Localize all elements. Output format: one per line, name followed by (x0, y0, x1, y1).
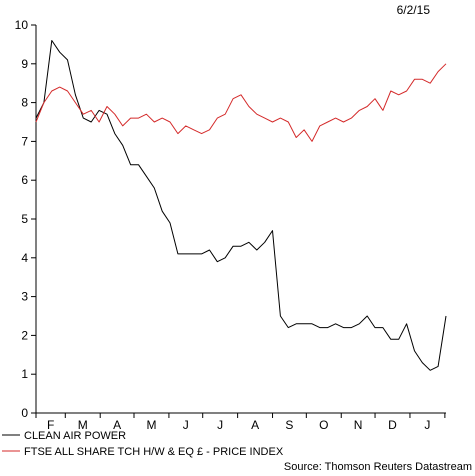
y-tick-label: 2 (21, 328, 28, 342)
x-tick-label: A (251, 418, 259, 432)
y-tick-label: 0 (21, 406, 28, 420)
y-tick-label: 10 (15, 18, 29, 32)
y-tick-label: 6 (21, 173, 28, 187)
x-tick-label: F (47, 418, 54, 432)
x-tick-label: J (424, 418, 430, 432)
legend-label-clean-air-power: CLEAN AIR POWER (24, 430, 126, 442)
x-tick-label: M (78, 418, 88, 432)
y-tick-label: 3 (21, 290, 28, 304)
y-tick-label: 7 (21, 134, 28, 148)
y-tick-label: 5 (21, 212, 28, 226)
chart-source: Source: Thomson Reuters Datastream (284, 461, 472, 473)
y-tick-label: 9 (21, 57, 28, 71)
series-layer (35, 40, 447, 371)
x-tick-label: O (319, 418, 328, 432)
plot-frame (35, 25, 446, 414)
x-tick-label: J (183, 418, 189, 432)
x-tick-label: A (113, 418, 121, 432)
x-tick-label: S (285, 418, 293, 432)
chart-date: 6/2/15 (397, 3, 431, 17)
x-tick-label: D (388, 418, 397, 432)
y-tick-label: 4 (21, 251, 28, 265)
legend: CLEAN AIR POWER FTSE ALL SHARE TCH H/W &… (2, 430, 284, 458)
x-tick-label: J (217, 418, 223, 432)
series-line-clean-air-power (35, 40, 447, 371)
y-tick-label: 1 (21, 367, 28, 381)
legend-label-ftse: FTSE ALL SHARE TCH H/W & EQ £ - PRICE IN… (24, 446, 284, 458)
x-tick-label: M (146, 418, 156, 432)
series-line-ftse (35, 63, 447, 142)
x-tick-label: N (354, 418, 363, 432)
y-tick-label: 8 (21, 96, 28, 110)
y-axis: 0 1 2 3 4 5 6 7 8 9 10 (15, 18, 36, 420)
